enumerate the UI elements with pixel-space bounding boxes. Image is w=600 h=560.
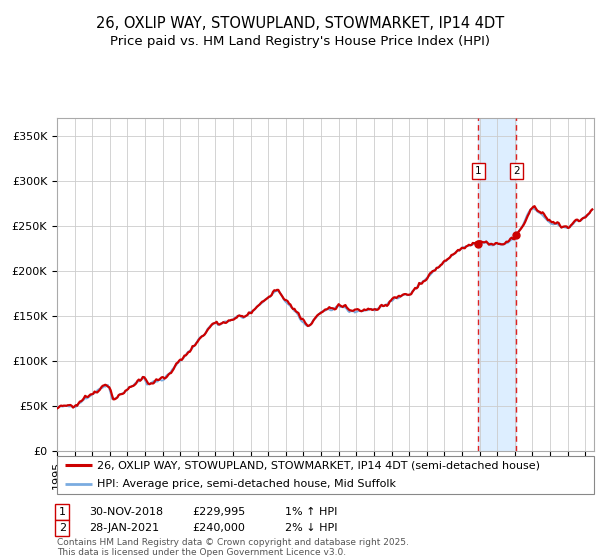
Text: 26, OXLIP WAY, STOWUPLAND, STOWMARKET, IP14 4DT: 26, OXLIP WAY, STOWUPLAND, STOWMARKET, I…: [96, 16, 504, 31]
Text: 28-JAN-2021: 28-JAN-2021: [89, 523, 159, 533]
Text: 26, OXLIP WAY, STOWUPLAND, STOWMARKET, IP14 4DT (semi-detached house): 26, OXLIP WAY, STOWUPLAND, STOWMARKET, I…: [97, 460, 540, 470]
Text: £229,995: £229,995: [192, 507, 245, 517]
FancyBboxPatch shape: [57, 456, 594, 494]
Text: 1: 1: [59, 507, 66, 517]
Text: 1: 1: [475, 166, 481, 176]
Text: Price paid vs. HM Land Registry's House Price Index (HPI): Price paid vs. HM Land Registry's House …: [110, 35, 490, 48]
Text: HPI: Average price, semi-detached house, Mid Suffolk: HPI: Average price, semi-detached house,…: [97, 479, 396, 489]
Bar: [478, 118, 516, 451]
Text: 1% ↑ HPI: 1% ↑ HPI: [285, 507, 337, 517]
Text: 2: 2: [513, 166, 520, 176]
Text: 30-NOV-2018: 30-NOV-2018: [89, 507, 163, 517]
Text: Contains HM Land Registry data © Crown copyright and database right 2025.
This d: Contains HM Land Registry data © Crown c…: [57, 538, 409, 557]
Text: 2% ↓ HPI: 2% ↓ HPI: [285, 523, 337, 533]
Text: £240,000: £240,000: [192, 523, 245, 533]
Text: 2: 2: [59, 523, 66, 533]
